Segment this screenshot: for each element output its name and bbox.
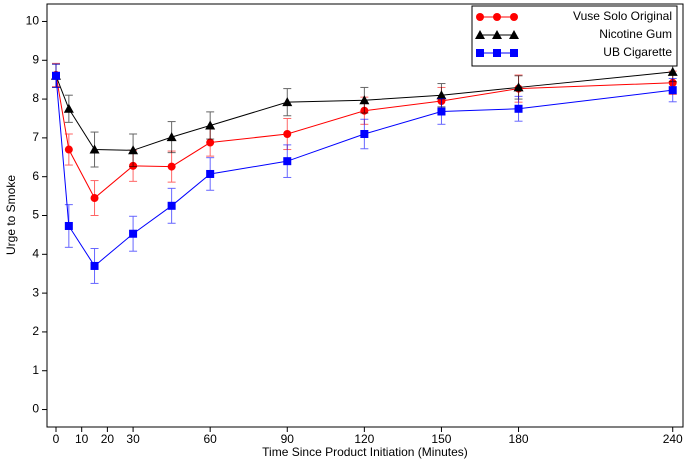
x-tick-label: 60 [203, 432, 217, 446]
x-tick-label: 240 [663, 432, 683, 446]
point [205, 120, 216, 130]
point [514, 104, 523, 113]
point [63, 103, 74, 113]
point [167, 162, 176, 171]
y-tick-label: 0 [32, 402, 39, 416]
point [360, 130, 369, 139]
point [436, 90, 447, 100]
legend-label: Nicotine Gum [599, 27, 672, 41]
legend-label: UB Cigarette [603, 45, 672, 59]
point [437, 107, 446, 116]
y-tick-label: 8 [32, 91, 39, 105]
legend-marker [510, 49, 518, 57]
point [667, 66, 678, 76]
legend-marker [493, 13, 501, 21]
legend-marker [509, 30, 519, 39]
legend-marker [476, 13, 484, 21]
y-tick-label: 6 [32, 169, 39, 183]
y-tick-label: 1 [32, 363, 39, 377]
point [64, 221, 73, 230]
x-tick-label: 150 [431, 432, 451, 446]
point [89, 144, 100, 154]
point [283, 157, 292, 166]
x-tick-label: 180 [509, 432, 529, 446]
x-tick-label: 10 [75, 432, 89, 446]
y-tick-label: 7 [32, 130, 39, 144]
legend-label: Vuse Solo Original [573, 9, 672, 23]
x-tick-label: 120 [354, 432, 374, 446]
x-tick-label: 20 [101, 432, 115, 446]
point [513, 82, 524, 92]
y-tick-label: 4 [32, 246, 39, 260]
point [283, 130, 292, 139]
point [51, 71, 60, 80]
y-tick-label: 10 [26, 14, 40, 28]
point [128, 145, 139, 155]
point [668, 86, 677, 95]
y-tick-label: 9 [32, 52, 39, 66]
point [64, 145, 73, 154]
point [90, 194, 99, 203]
legend-box [471, 5, 678, 67]
x-tick-label: 90 [281, 432, 295, 446]
legend-marker [510, 13, 518, 21]
legend-marker [492, 30, 502, 39]
legend-marker [493, 49, 501, 57]
y-tick-label: 2 [32, 324, 39, 338]
point [206, 138, 215, 147]
legend-marker [475, 30, 485, 39]
legend-marker [476, 49, 484, 57]
point [166, 132, 177, 142]
point [282, 97, 293, 107]
y-tick-label: 3 [32, 285, 39, 299]
point [206, 169, 215, 178]
plot-frame [46, 3, 684, 428]
point [359, 95, 370, 105]
y-axis-label: Urge to Smoke [4, 175, 18, 255]
point [167, 201, 176, 210]
x-axis-label: Time Since Product Initiation (Minutes) [262, 445, 468, 459]
y-tick-label: 5 [32, 208, 39, 222]
x-tick-label: 0 [53, 432, 60, 446]
point [129, 229, 138, 238]
x-tick-label: 30 [126, 432, 140, 446]
point [90, 261, 99, 270]
